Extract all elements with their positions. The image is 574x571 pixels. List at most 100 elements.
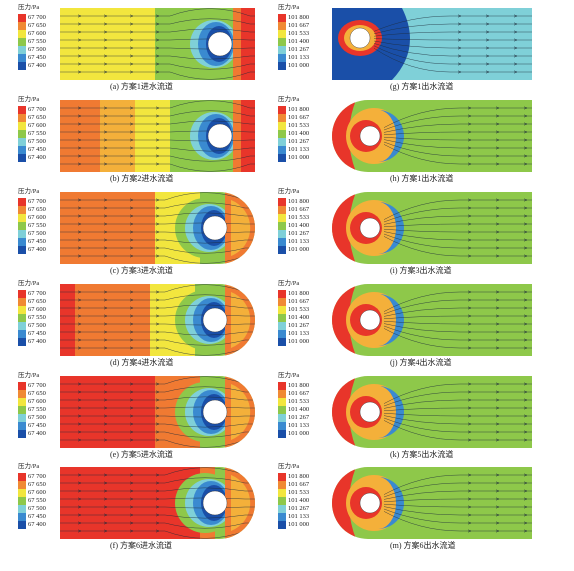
legend-swatch <box>18 114 26 122</box>
legend-value: 67 650 <box>28 390 46 397</box>
legend-value: 67 450 <box>28 238 46 245</box>
legend-swatch <box>278 206 286 214</box>
legend-value: 67 500 <box>28 505 46 512</box>
legend-swatch <box>18 14 26 22</box>
simulation-panel: 压力/Pa 101 800 101 667 101 533 101 400 101 267… <box>278 463 548 553</box>
legend-value: 67 600 <box>28 122 46 129</box>
legend-swatch <box>18 473 26 481</box>
panel-caption: (e) 方案5进水流道 <box>110 450 173 459</box>
legend-swatch <box>18 497 26 505</box>
legend-value: 101 667 <box>288 298 310 305</box>
legend-value: 67 400 <box>28 154 46 161</box>
legend-value: 67 550 <box>28 314 46 321</box>
legend-value: 67 650 <box>28 206 46 213</box>
legend-swatch <box>278 390 286 398</box>
legend-swatch <box>18 382 26 390</box>
legend-value: 101 400 <box>288 314 310 321</box>
legend-swatch <box>18 154 26 162</box>
legend-swatch <box>278 414 286 422</box>
legend-swatch <box>18 338 26 346</box>
legend-title: 压力/Pa <box>278 188 300 195</box>
pressure-field <box>332 284 532 356</box>
pressure-field <box>332 376 532 448</box>
pressure-field <box>332 192 532 264</box>
simulation-panel: 压力/Pa 67 700 67 650 67 600 67 550 67 500 67 45… <box>18 4 288 94</box>
legend-value: 67 550 <box>28 497 46 504</box>
legend-title: 压力/Pa <box>278 463 300 470</box>
legend-swatch <box>278 398 286 406</box>
legend-swatch <box>278 497 286 505</box>
legend-value: 101 267 <box>288 138 310 145</box>
legend-swatch <box>278 222 286 230</box>
legend-swatch <box>278 130 286 138</box>
legend-value: 101 000 <box>288 62 310 69</box>
legend-swatch <box>18 414 26 422</box>
legend-value: 101 267 <box>288 505 310 512</box>
legend-swatch <box>18 130 26 138</box>
legend-value: 101 133 <box>288 238 310 245</box>
legend-swatch <box>18 106 26 114</box>
panel-caption: (g) 方案1出水流道 <box>390 82 454 91</box>
legend-value: 101 533 <box>288 306 310 313</box>
legend-swatch <box>278 138 286 146</box>
simulation-panel: 压力/Pa 67 700 67 650 67 600 67 550 67 500 67 45… <box>18 280 288 370</box>
pressure-field <box>332 467 532 539</box>
legend-value: 101 400 <box>288 130 310 137</box>
simulation-panel: 压力/Pa 67 700 67 650 67 600 67 550 67 500 67 45… <box>18 96 288 186</box>
legend-swatch <box>18 513 26 521</box>
legend-value: 67 700 <box>28 473 46 480</box>
legend-swatch <box>18 298 26 306</box>
legend-swatch <box>18 146 26 154</box>
panel-caption: (j) 方案4出水流道 <box>390 358 452 367</box>
legend-value: 101 800 <box>288 382 310 389</box>
legend-value: 101 267 <box>288 230 310 237</box>
legend-value: 67 400 <box>28 246 46 253</box>
pressure-field <box>60 192 255 264</box>
legend-title: 压力/Pa <box>18 4 40 11</box>
legend-value: 101 533 <box>288 122 310 129</box>
legend-value: 101 400 <box>288 497 310 504</box>
legend-swatch <box>18 406 26 414</box>
legend-value: 67 700 <box>28 106 46 113</box>
pressure-field <box>60 8 255 80</box>
legend-value: 67 550 <box>28 38 46 45</box>
legend-value: 101 533 <box>288 398 310 405</box>
legend-swatch <box>278 306 286 314</box>
field-container <box>60 376 255 453</box>
field-container <box>60 192 255 269</box>
legend-swatch <box>18 398 26 406</box>
legend-value: 67 500 <box>28 138 46 145</box>
legend-swatch <box>278 106 286 114</box>
legend-value: 101 400 <box>288 406 310 413</box>
legend-swatch <box>278 238 286 246</box>
legend-swatch <box>278 298 286 306</box>
legend-value: 67 450 <box>28 330 46 337</box>
legend-value: 101 800 <box>288 473 310 480</box>
legend-value: 101 000 <box>288 430 310 437</box>
legend-title: 压力/Pa <box>18 96 40 103</box>
legend-value: 67 400 <box>28 521 46 528</box>
legend-value: 67 450 <box>28 422 46 429</box>
legend-swatch <box>278 481 286 489</box>
legend-swatch <box>18 30 26 38</box>
legend-value: 67 650 <box>28 481 46 488</box>
field-container <box>332 192 532 269</box>
legend-swatch <box>278 489 286 497</box>
legend-swatch <box>278 22 286 30</box>
legend-value: 67 700 <box>28 382 46 389</box>
panel-caption: (k) 方案5出水流道 <box>390 450 454 459</box>
legend-swatch <box>18 54 26 62</box>
legend-swatch <box>18 330 26 338</box>
legend-value: 101 533 <box>288 489 310 496</box>
legend-swatch <box>18 322 26 330</box>
simulation-panel: 压力/Pa 101 800 101 667 101 533 101 400 101 267… <box>278 280 548 370</box>
legend-value: 101 400 <box>288 38 310 45</box>
legend-swatch <box>278 505 286 513</box>
legend-value: 101 800 <box>288 106 310 113</box>
legend-swatch <box>278 198 286 206</box>
simulation-panel: 压力/Pa 101 800 101 667 101 533 101 400 101 267… <box>278 372 548 462</box>
legend-swatch <box>278 521 286 529</box>
simulation-panel: 压力/Pa 101 800 101 667 101 533 101 400 101 267… <box>278 188 548 278</box>
legend-swatch <box>18 230 26 238</box>
legend-swatch <box>278 146 286 154</box>
